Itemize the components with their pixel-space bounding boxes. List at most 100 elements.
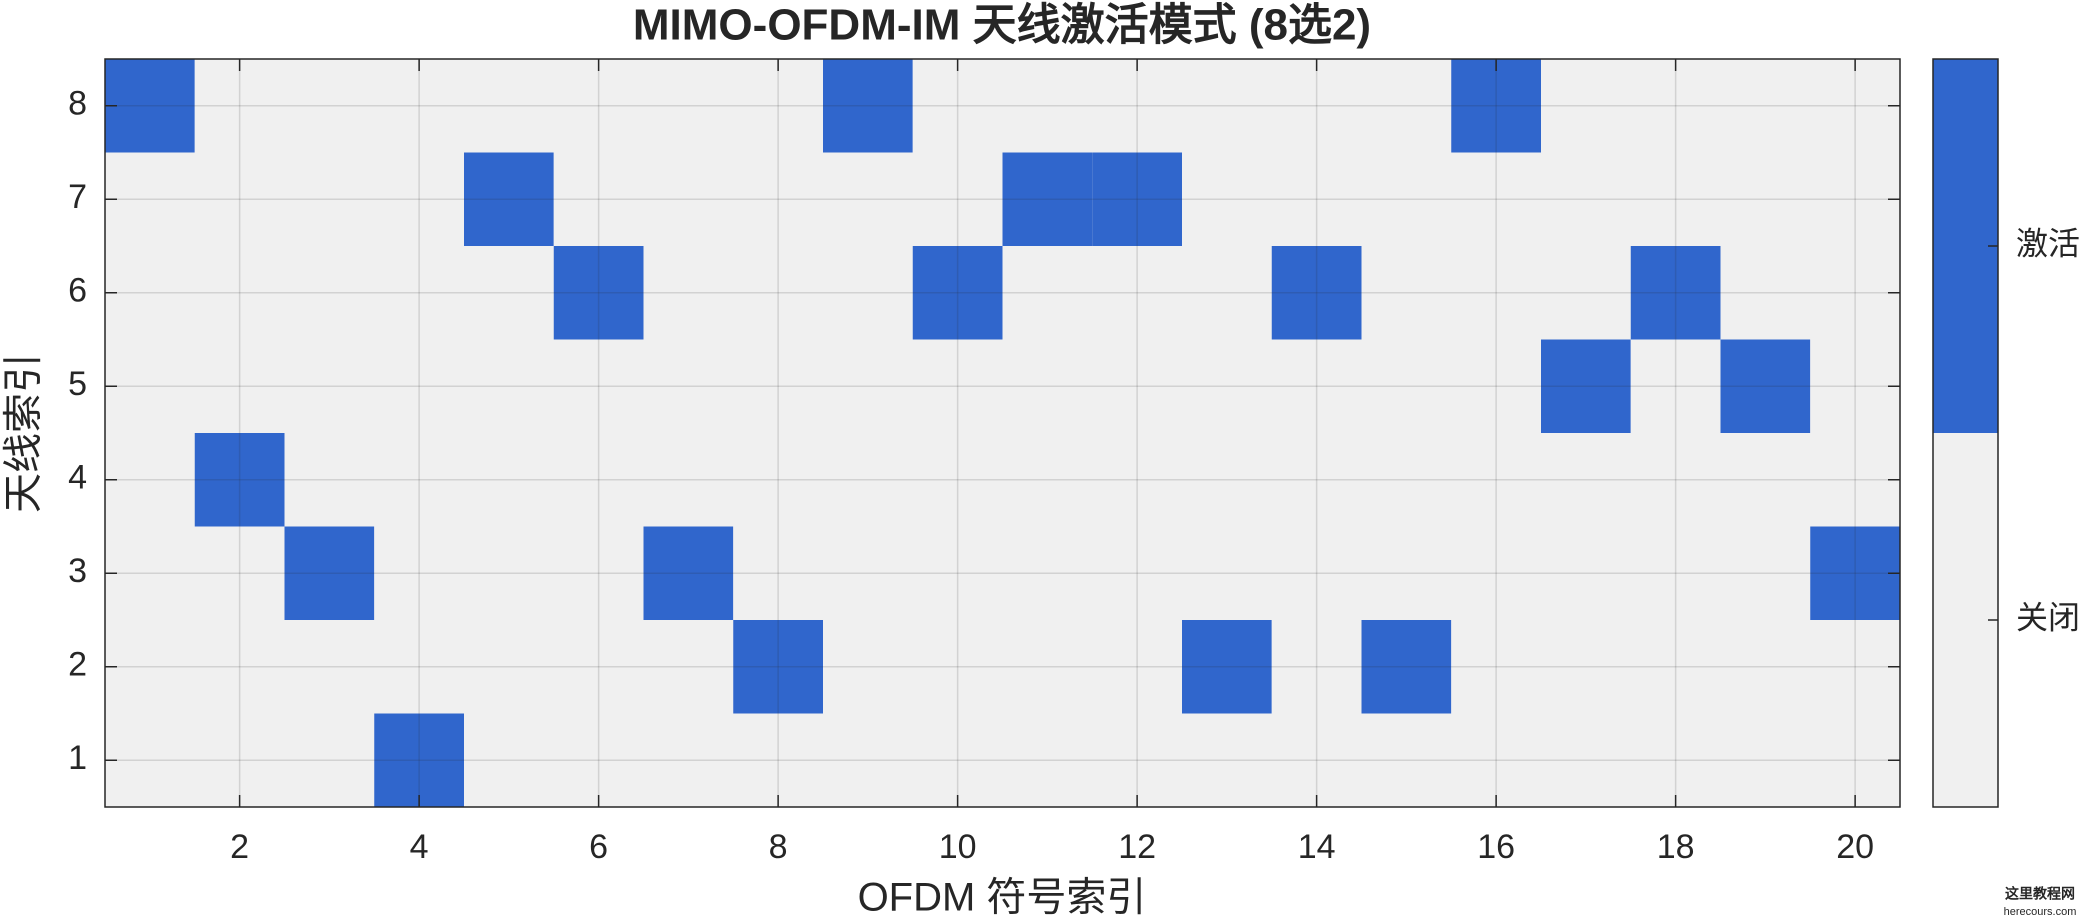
heatmap-cell (1002, 526, 1093, 620)
colorbar-frame (1932, 58, 1999, 808)
heatmap-cell (1361, 339, 1452, 433)
heatmap-cell (733, 620, 823, 714)
heatmap-cell (1810, 433, 1900, 527)
heatmap-cell (1541, 526, 1631, 620)
heatmap-cell (284, 246, 375, 340)
heatmap-cell (194, 246, 285, 340)
y-tick-label: 7 (68, 178, 87, 216)
heatmap-cell (823, 246, 913, 340)
heatmap-cell (1271, 526, 1362, 620)
heatmap-cell (1720, 339, 1811, 433)
x-tick-label: 20 (1836, 828, 1874, 866)
heatmap-cell (1810, 526, 1900, 620)
heatmap-cell (1002, 713, 1093, 807)
x-tick-label: 16 (1477, 828, 1515, 866)
heatmap-cell (1810, 246, 1900, 340)
heatmap-cell (733, 59, 823, 153)
heatmap-cell (284, 152, 375, 246)
heatmap-cell (105, 246, 195, 340)
heatmap-cell (105, 620, 195, 714)
heatmap-cell (912, 59, 1003, 153)
heatmap-cell (1271, 620, 1362, 714)
heatmap-cell (1541, 152, 1631, 246)
heatmap-cell (105, 713, 195, 807)
heatmap-cell (105, 526, 195, 620)
heatmap-cell (1271, 433, 1362, 527)
heatmap-cell (553, 246, 644, 340)
heatmap-cell (1541, 246, 1631, 340)
colorbar-segment (1933, 59, 1998, 433)
colorbar-tick-label: 激活 (2016, 225, 2080, 261)
heatmap-cell (1720, 59, 1811, 153)
heatmap-cell (105, 59, 195, 153)
heatmap-cell (1630, 152, 1721, 246)
y-tick-label: 2 (68, 646, 87, 684)
heatmap-cell (912, 526, 1003, 620)
heatmap-cell (374, 433, 464, 527)
heatmap-cell (194, 339, 285, 433)
heatmap-cell (1092, 339, 1182, 433)
heatmap-cell (1541, 433, 1631, 527)
x-axis-label: OFDM 符号索引 (858, 876, 1147, 920)
heatmap-cell (1002, 152, 1093, 246)
x-tick-label: 2 (230, 828, 249, 866)
heatmap-cell (374, 339, 464, 433)
heatmap-cell (1361, 620, 1452, 714)
heatmap-cell (1271, 339, 1362, 433)
heatmap-cell (1630, 526, 1721, 620)
heatmap-cell (1451, 246, 1541, 340)
heatmap-cell (1810, 152, 1900, 246)
heatmap-cell (823, 620, 913, 714)
heatmap-cell (1092, 433, 1182, 527)
heatmap-cell (1271, 59, 1362, 153)
heatmap-cell (643, 152, 734, 246)
heatmap-cell (284, 59, 375, 153)
heatmap-cell (1630, 433, 1721, 527)
heatmap-cell (1810, 59, 1900, 153)
heatmap-cell (1271, 713, 1362, 807)
heatmap-cell (1451, 433, 1541, 527)
heatmap-cell (464, 246, 554, 340)
heatmap-cell (823, 526, 913, 620)
heatmap-cell (1720, 526, 1811, 620)
heatmap-cell (643, 526, 734, 620)
heatmap-cell (374, 59, 464, 153)
heatmap-cell (733, 246, 823, 340)
x-tick-label: 6 (589, 828, 608, 866)
heatmap-cell (553, 620, 644, 714)
heatmap-cell (823, 339, 913, 433)
x-tick-label: 8 (769, 828, 788, 866)
heatmap-cell (1720, 246, 1811, 340)
heatmap-cell (1002, 246, 1093, 340)
heatmap-cell (374, 526, 464, 620)
heatmap-cell (194, 713, 285, 807)
heatmap-cell (553, 526, 644, 620)
heatmap-cell (643, 713, 734, 807)
heatmap-cell (823, 433, 913, 527)
y-tick-label: 6 (68, 272, 87, 310)
heatmap-cell (643, 339, 734, 433)
heatmap-cell (464, 526, 554, 620)
heatmap-cell (1630, 713, 1721, 807)
heatmap-cell (1720, 713, 1811, 807)
heatmap-cell (1451, 526, 1541, 620)
heatmap-cell (1541, 620, 1631, 714)
heatmap-cell (1002, 620, 1093, 714)
heatmap-cell (912, 713, 1003, 807)
heatmap-cell (1451, 620, 1541, 714)
heatmap-cell (643, 59, 734, 153)
heatmap-cell (1720, 152, 1811, 246)
heatmap-cell (1002, 339, 1093, 433)
heatmap-cell (643, 433, 734, 527)
heatmap-cell (1271, 152, 1362, 246)
heatmap-cell (464, 59, 554, 153)
heatmap-cell (1182, 339, 1272, 433)
heatmap-cell (1720, 620, 1811, 714)
heatmap-cell (553, 713, 644, 807)
heatmap-cell (1361, 526, 1452, 620)
heatmap-cell (1720, 433, 1811, 527)
heatmap-cell (733, 152, 823, 246)
heatmap-cell (1630, 339, 1721, 433)
heatmap-cell (1630, 59, 1721, 153)
